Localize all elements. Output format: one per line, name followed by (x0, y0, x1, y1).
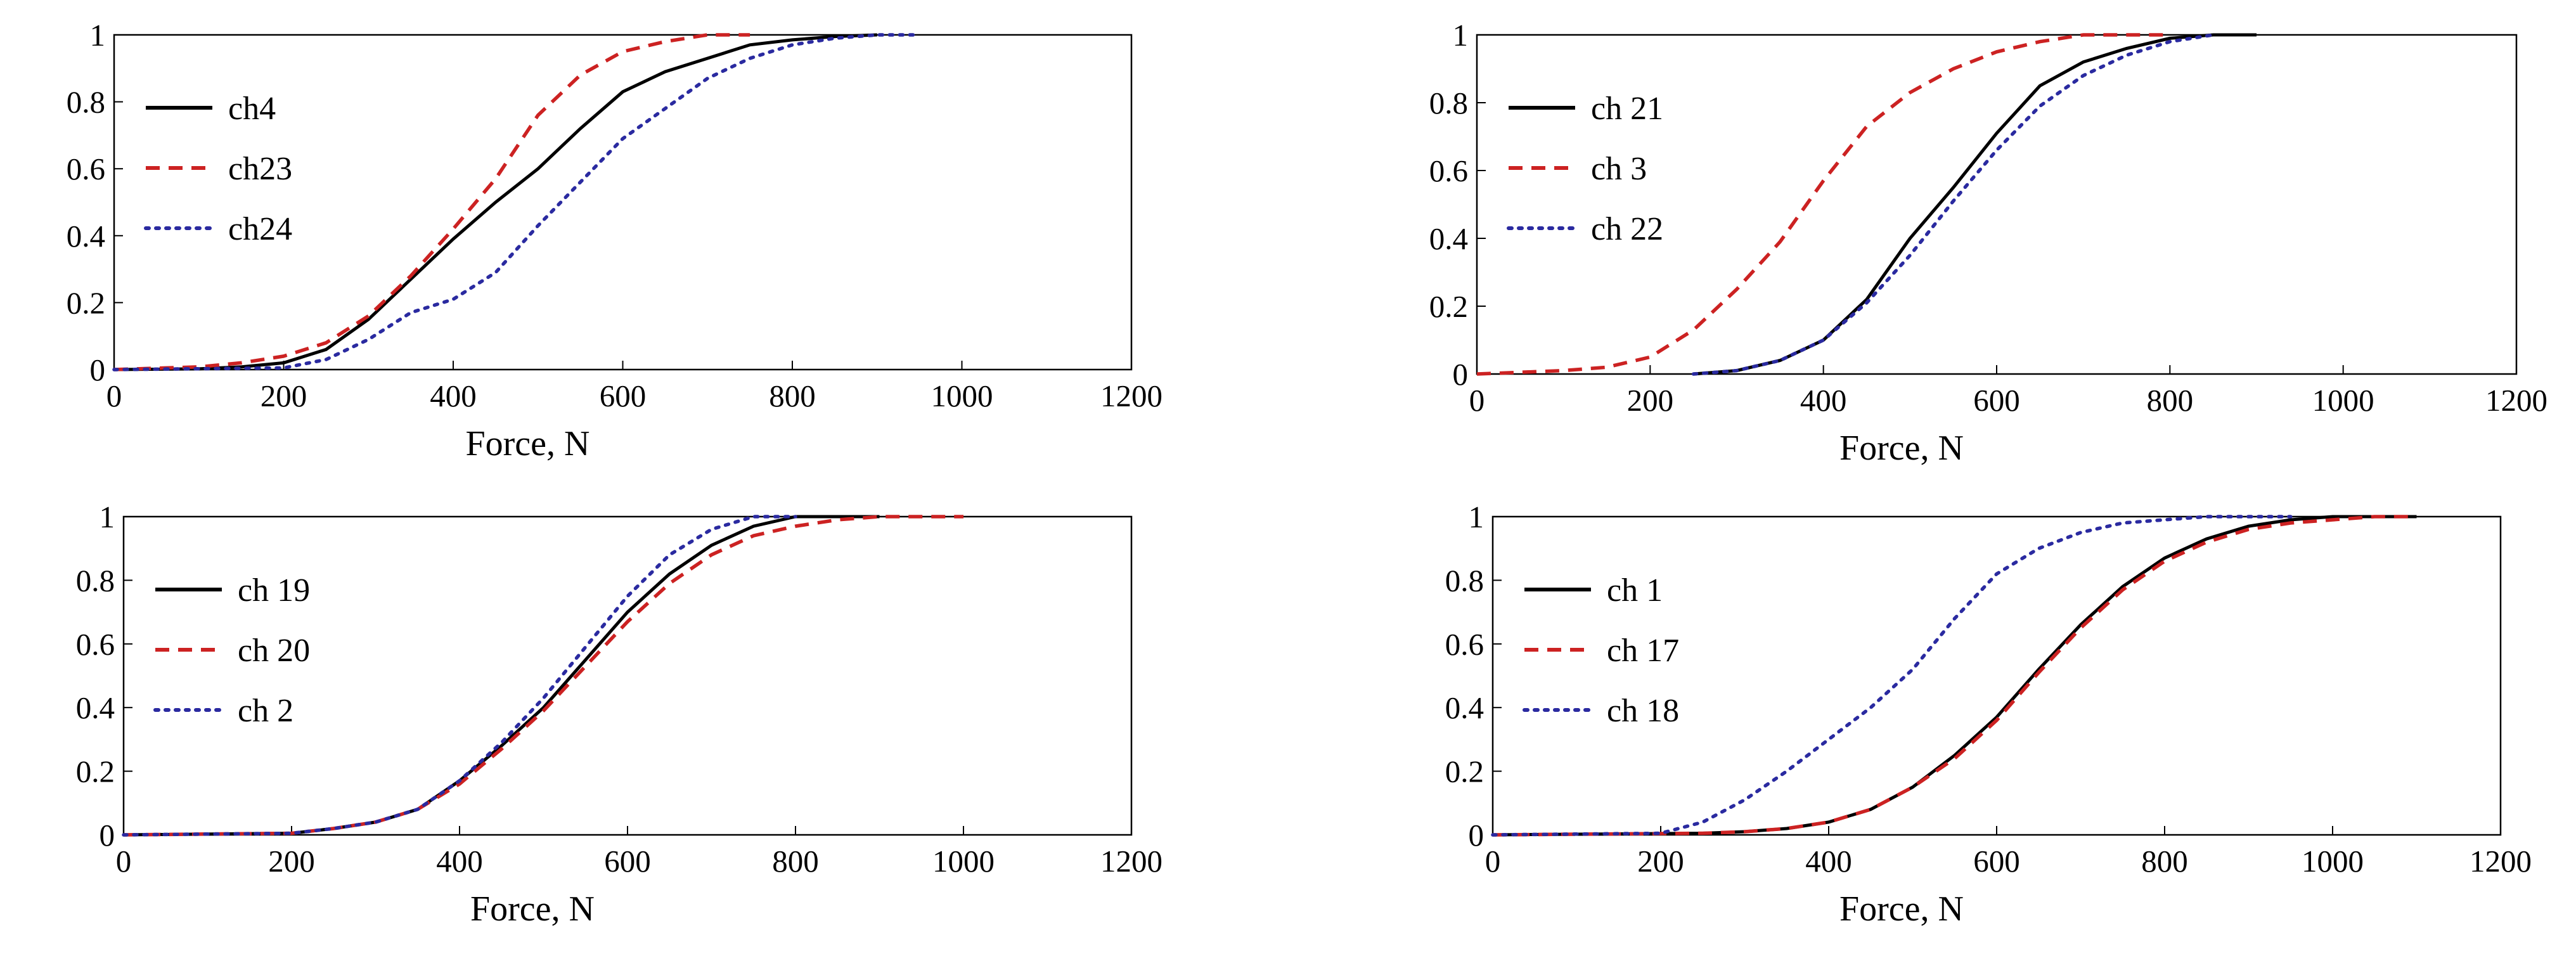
y-tick-label: 0 (1469, 818, 1484, 853)
x-axis-label: Force, N (1839, 889, 1964, 929)
x-tick-label: 400 (1800, 383, 1847, 418)
y-tick-label: 0.8 (1429, 86, 1468, 120)
x-tick-label: 600 (1973, 383, 2020, 418)
y-tick-label: 0.4 (67, 219, 105, 254)
y-tick-label: 0.4 (76, 690, 115, 725)
x-axis-label: Force, N (470, 889, 595, 929)
series-line-ch23 (113, 33, 750, 371)
y-tick-label: 0.2 (1429, 289, 1468, 324)
legend-label: ch4 (228, 91, 276, 127)
legend-label: ch 1 (1607, 572, 1663, 609)
x-tick-label: 200 (268, 844, 315, 879)
y-tick-label: 1 (100, 500, 115, 534)
chart-panel-4: 0 200 400 600 800 1000 1200 0 0.2 0.4 0.6 0.8 1 Force… (1445, 500, 2532, 929)
legend-label: ch24 (228, 211, 292, 247)
y-tick-label: 0.6 (76, 627, 115, 662)
y-tick-label: 0.2 (76, 754, 115, 789)
plot-frame (1491, 515, 2502, 836)
series-line-ch17 (1492, 515, 2417, 837)
x-tick-label: 1200 (1100, 378, 1162, 413)
x-tick-label: 0 (116, 844, 132, 879)
legend-label: ch 18 (1607, 693, 1679, 729)
series-line-ch22 (1691, 33, 2215, 376)
y-tick-label: 0.8 (67, 85, 105, 120)
y-tick-label: 1 (1453, 18, 1469, 53)
y-tick-label: 0.4 (1429, 221, 1468, 256)
x-tick-label: 800 (769, 378, 816, 413)
x-tick-label: 200 (1637, 844, 1684, 879)
y-tick-label: 0.2 (67, 285, 105, 320)
y-tick-label: 0.2 (1445, 754, 1484, 789)
plot-frame (113, 34, 1133, 371)
series-line-ch18 (1491, 515, 2293, 837)
x-tick-label: 1000 (2312, 383, 2374, 418)
series-line-ch20 (123, 515, 963, 837)
x-tick-label: 200 (1627, 383, 1674, 418)
y-tick-label: 0.4 (1445, 690, 1484, 725)
x-tick-label: 800 (2141, 844, 2188, 879)
x-tick-label: 600 (1973, 844, 2020, 879)
plot-frame (1476, 34, 2518, 375)
chart-panel-1: 0 200 400 600 800 1000 1200 0 0.2 0.4 0.6 0.8 1 Force… (67, 18, 1162, 463)
x-tick-label: 400 (1805, 844, 1852, 879)
x-tick-label: 1000 (2302, 844, 2364, 879)
plot-frame (122, 515, 1133, 836)
x-axis-label: Force, N (1839, 429, 1964, 468)
series-line-ch1 (1492, 515, 2417, 837)
legend-label: ch 19 (238, 572, 310, 609)
x-tick-label: 400 (430, 378, 477, 413)
series-line-ch19 (123, 515, 880, 837)
x-tick-label: 800 (2147, 383, 2194, 418)
x-tick-label: 200 (261, 378, 307, 413)
y-tick-label: 0.8 (1445, 563, 1484, 598)
series-line-ch4 (113, 33, 877, 371)
x-tick-label: 1200 (2485, 383, 2547, 418)
series-line-ch3 (1476, 33, 2170, 376)
series-line-ch21 (1693, 33, 2257, 376)
x-tick-label: 1200 (1100, 844, 1162, 879)
x-tick-label: 0 (106, 378, 122, 413)
x-tick-label: 1000 (932, 844, 995, 879)
y-tick-label: 0 (1453, 357, 1469, 392)
y-tick-label: 0.6 (1429, 153, 1468, 188)
y-tick-label: 0 (100, 818, 115, 853)
legend-label: ch 2 (238, 693, 293, 729)
x-tick-label: 0 (1485, 844, 1501, 879)
x-axis-label: Force, N (466, 424, 590, 463)
y-tick-label: 1 (90, 18, 106, 53)
y-tick-label: 0.6 (1445, 627, 1484, 662)
x-tick-label: 600 (604, 844, 651, 879)
legend-label: ch 20 (238, 633, 310, 669)
y-tick-label: 0 (90, 352, 106, 387)
series-line-ch24 (112, 33, 922, 371)
legend-label: ch 22 (1591, 211, 1663, 247)
x-tick-label: 800 (772, 844, 819, 879)
y-tick-label: 0.8 (76, 563, 115, 598)
y-tick-label: 1 (1469, 500, 1484, 534)
series-line-ch2 (122, 515, 797, 837)
x-tick-label: 1000 (931, 378, 993, 413)
x-tick-label: 1200 (2470, 844, 2532, 879)
legend-label: ch 17 (1607, 633, 1679, 669)
x-tick-label: 0 (1469, 383, 1485, 418)
legend-label: ch 21 (1591, 91, 1663, 127)
legend-label: ch 3 (1591, 151, 1647, 187)
legend-label: ch23 (228, 151, 292, 187)
chart-panel-2: 0 200 400 600 800 1000 1200 0 0.2 0.4 0.6 0.8 1 Force… (1429, 18, 2547, 468)
y-tick-label: 0.6 (67, 152, 105, 186)
chart-panel-3: 0 200 400 600 800 1000 1200 0 0.2 0.4 0.6 0.8 1 Force… (76, 500, 1162, 929)
x-tick-label: 600 (600, 378, 647, 413)
x-tick-label: 400 (436, 844, 483, 879)
